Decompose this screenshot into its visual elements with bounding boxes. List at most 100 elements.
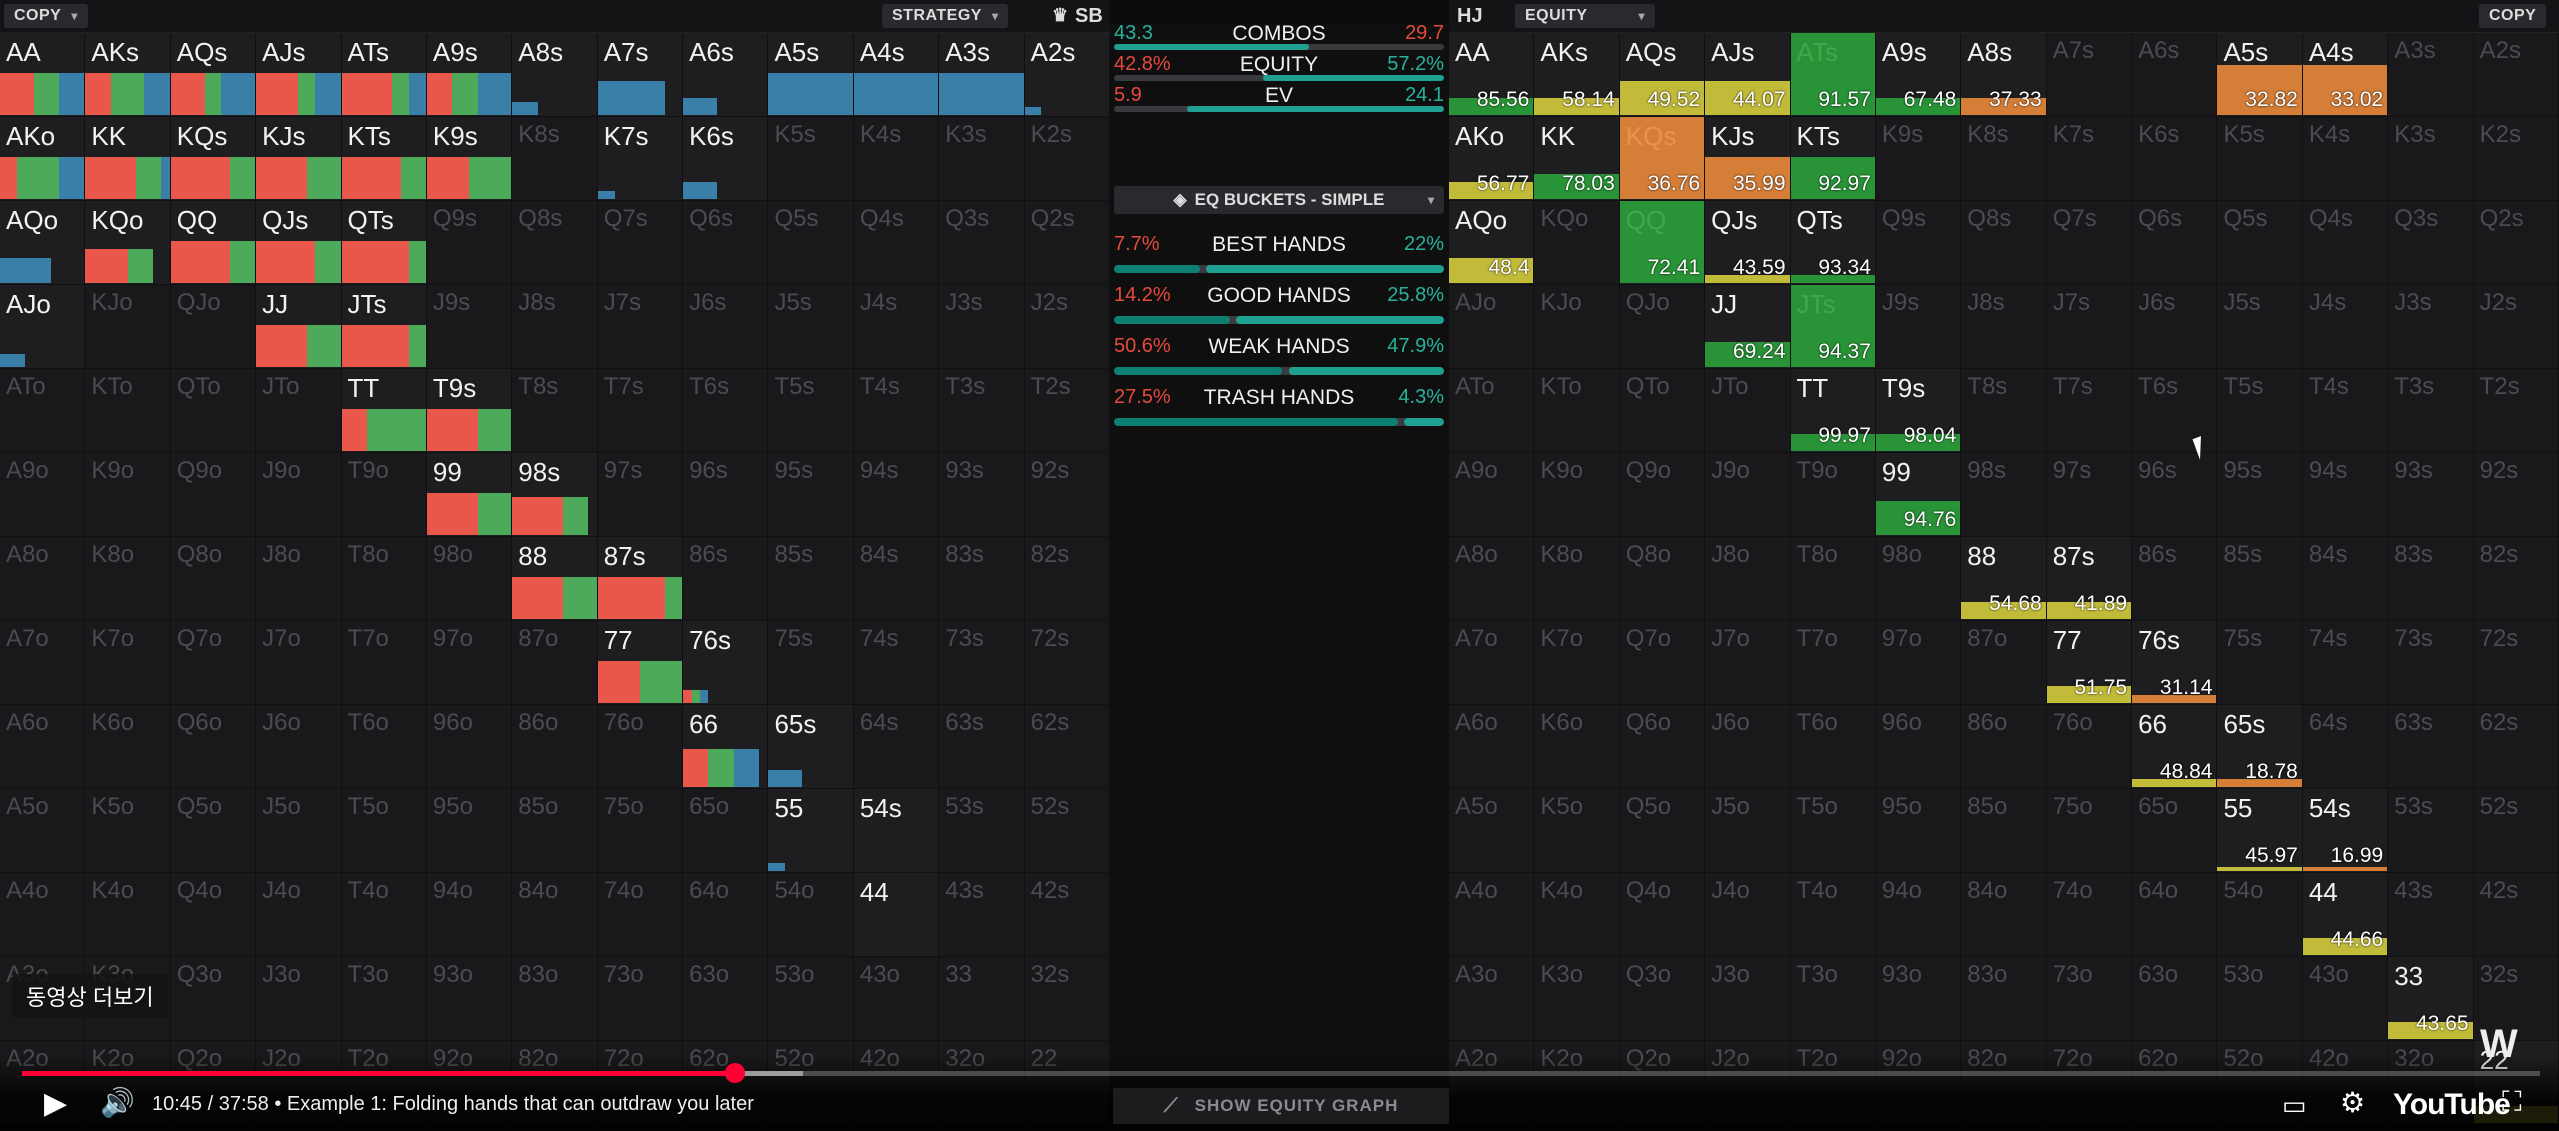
hand-cell[interactable]: 95s xyxy=(2217,453,2303,537)
hand-cell[interactable]: A7o xyxy=(1449,621,1535,705)
hand-cell[interactable]: 62s xyxy=(1024,705,1110,789)
hand-cell[interactable]: 96o xyxy=(426,705,513,789)
hand-cell[interactable]: A8s 37.33 xyxy=(1961,33,2047,117)
hand-cell[interactable]: TT xyxy=(341,369,427,453)
hand-cell[interactable]: 88 54.68 xyxy=(1961,537,2047,621)
hand-cell[interactable]: AKs xyxy=(85,33,171,117)
hand-cell[interactable]: 84o xyxy=(1961,873,2047,957)
hand-cell[interactable]: J3s xyxy=(2388,285,2474,369)
hand-cell[interactable]: 76o xyxy=(597,705,684,789)
hand-cell[interactable]: 53o xyxy=(2217,957,2303,1041)
hand-cell[interactable]: 55 45.97 xyxy=(2217,789,2303,873)
hand-cell[interactable]: 43s xyxy=(2388,873,2474,957)
hand-cell[interactable]: K8s xyxy=(1961,117,2047,201)
hand-cell[interactable]: QTo xyxy=(1619,369,1706,453)
hand-cell[interactable]: A4o xyxy=(1449,873,1535,957)
hand-cell[interactable]: 73s xyxy=(939,621,1025,705)
hand-cell[interactable]: 32s xyxy=(2473,957,2559,1041)
hand-cell[interactable]: T4o xyxy=(341,873,427,957)
hand-cell[interactable]: 95s xyxy=(768,453,854,537)
hand-cell[interactable]: 98o xyxy=(1875,537,1962,621)
hand-cell[interactable]: Q6o xyxy=(170,705,257,789)
hand-cell[interactable]: 54s 16.99 xyxy=(2302,789,2389,873)
hand-cell[interactable]: 77 xyxy=(597,621,684,705)
hand-cell[interactable]: 83o xyxy=(512,957,598,1041)
hand-cell[interactable]: Q2s xyxy=(1024,201,1110,285)
hand-cell[interactable]: T5o xyxy=(341,789,427,873)
hand-cell[interactable]: A4s 33.02 xyxy=(2302,33,2389,117)
hand-cell[interactable]: 66 xyxy=(683,705,769,789)
hand-cell[interactable]: A2s xyxy=(2473,33,2559,117)
hand-cell[interactable]: T3o xyxy=(1790,957,1876,1041)
hand-cell[interactable]: T3s xyxy=(939,369,1025,453)
hand-cell[interactable]: T6s xyxy=(2132,369,2218,453)
hand-cell[interactable]: Q9o xyxy=(170,453,257,537)
hand-cell[interactable]: 72s xyxy=(1024,621,1110,705)
hand-cell[interactable]: J8o xyxy=(256,537,342,621)
hand-cell[interactable]: K8o xyxy=(85,537,171,621)
hand-cell[interactable]: 96o xyxy=(1875,705,1962,789)
hand-cell[interactable]: J4o xyxy=(1705,873,1791,957)
hand-cell[interactable]: 87s 41.89 xyxy=(2046,537,2133,621)
hand-cell[interactable]: 87s xyxy=(597,537,684,621)
hand-cell[interactable]: T2s xyxy=(1024,369,1110,453)
hand-cell[interactable]: J6o xyxy=(1705,705,1791,789)
hand-cell[interactable]: A4o xyxy=(0,873,86,957)
hand-cell[interactable]: K3o xyxy=(1534,957,1620,1041)
hand-cell[interactable]: KQs xyxy=(170,117,257,201)
hand-cell[interactable]: K9o xyxy=(1534,453,1620,537)
hand-cell[interactable]: 76o xyxy=(2046,705,2133,789)
hand-cell[interactable]: T7s xyxy=(597,369,684,453)
hand-cell[interactable]: 92s xyxy=(2473,453,2559,537)
hand-cell[interactable]: 84o xyxy=(512,873,598,957)
hand-cell[interactable]: K7o xyxy=(1534,621,1620,705)
hand-cell[interactable]: K7o xyxy=(85,621,171,705)
hand-cell[interactable]: A6s xyxy=(2132,33,2218,117)
hand-cell[interactable]: J3s xyxy=(939,285,1025,369)
hand-cell[interactable]: J8o xyxy=(1705,537,1791,621)
hand-cell[interactable]: ATo xyxy=(0,369,86,453)
hand-cell[interactable]: AQs 49.52 xyxy=(1619,33,1706,117)
hand-cell[interactable]: 72s xyxy=(2473,621,2559,705)
hand-cell[interactable]: 73o xyxy=(2046,957,2133,1041)
hand-cell[interactable]: J7o xyxy=(256,621,342,705)
hand-cell[interactable]: J5o xyxy=(1705,789,1791,873)
hand-cell[interactable]: K4o xyxy=(1534,873,1620,957)
hand-cell[interactable]: AQo 48.4 xyxy=(1449,201,1535,285)
hand-cell[interactable]: K5o xyxy=(1534,789,1620,873)
hand-cell[interactable]: 44 xyxy=(853,873,940,957)
hand-cell[interactable]: K5s xyxy=(768,117,854,201)
scrubber-handle[interactable] xyxy=(724,1063,745,1083)
hand-cell[interactable]: K2s xyxy=(2473,117,2559,201)
hand-cell[interactable]: J6s xyxy=(2132,285,2218,369)
hand-cell[interactable]: 73s xyxy=(2388,621,2474,705)
hand-cell[interactable]: QTs 93.34 xyxy=(1790,201,1876,285)
hand-cell[interactable]: 75o xyxy=(2046,789,2133,873)
hand-cell[interactable]: 65o xyxy=(2132,789,2218,873)
hand-cell[interactable]: 95o xyxy=(426,789,513,873)
hand-cell[interactable]: K6s xyxy=(683,117,769,201)
copy-button-left[interactable]: COPY ▾ xyxy=(4,4,88,28)
hand-cell[interactable]: A3s xyxy=(939,33,1025,117)
hand-cell[interactable]: A9s xyxy=(426,33,513,117)
hand-cell[interactable]: 43o xyxy=(853,957,940,1041)
hand-cell[interactable]: 32s xyxy=(1024,957,1110,1041)
equity-dropdown[interactable]: EQUITY ▾ xyxy=(1515,4,1655,28)
hand-cell[interactable]: A8o xyxy=(0,537,86,621)
hand-cell[interactable]: Q6s xyxy=(683,201,769,285)
hand-cell[interactable]: J7s xyxy=(597,285,684,369)
hand-cell[interactable]: K6s xyxy=(2132,117,2218,201)
hand-cell[interactable]: T8o xyxy=(1790,537,1876,621)
hand-cell[interactable]: J9s xyxy=(426,285,513,369)
hand-cell[interactable]: 86s xyxy=(683,537,769,621)
hand-cell[interactable]: A5o xyxy=(1449,789,1535,873)
hand-cell[interactable]: Q4o xyxy=(1619,873,1706,957)
hand-cell[interactable]: A9o xyxy=(1449,453,1535,537)
hand-cell[interactable]: AJs 44.07 xyxy=(1705,33,1791,117)
hand-cell[interactable]: K5s xyxy=(2217,117,2303,201)
hand-cell[interactable]: 55 xyxy=(768,789,854,873)
hand-cell[interactable]: 93o xyxy=(426,957,513,1041)
hand-cell[interactable]: A4s xyxy=(853,33,940,117)
hand-cell[interactable]: A7s xyxy=(2046,33,2133,117)
hand-cell[interactable]: Q7o xyxy=(1619,621,1706,705)
